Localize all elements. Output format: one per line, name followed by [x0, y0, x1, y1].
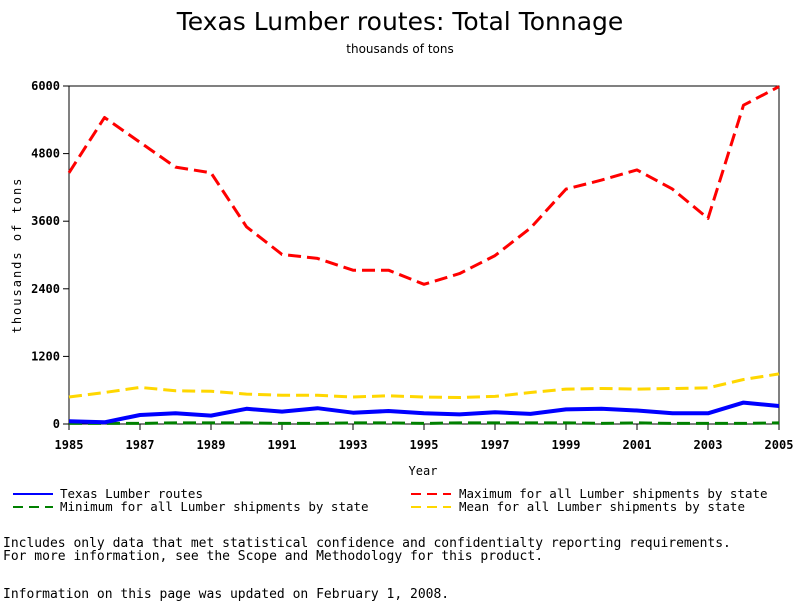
- x-tick-label: 1991: [268, 438, 297, 452]
- x-tick-label: 2001: [623, 438, 652, 452]
- chart-subtitle: thousands of tons: [346, 42, 453, 56]
- x-tick-label: 1987: [126, 438, 155, 452]
- series-line-maximum-for-all-lumber-shipments-by-state: [67, 85, 780, 286]
- legend-label: Minimum for all Lumber shipments by stat…: [60, 499, 369, 514]
- x-axis-label: Year: [409, 464, 438, 478]
- y-tick-label: 3600: [31, 214, 60, 228]
- legend-label: Maximum for all Lumber shipments by stat…: [459, 486, 768, 501]
- x-tick-label: 1995: [410, 438, 439, 452]
- x-tick-label: 1989: [197, 438, 226, 452]
- chart-title: Texas Lumber routes: Total Tonnage: [176, 7, 624, 36]
- footnote-confidence: Includes only data that met statistical …: [3, 536, 731, 551]
- x-tick-label: 1993: [339, 438, 368, 452]
- plot-area: 1985 1987 1989 1991 1993 1995 1997 1999 2001 2003…: [31, 79, 793, 452]
- plot-frame: [68, 85, 780, 425]
- y-tick-label: 2400: [31, 282, 60, 296]
- series-line-texas-lumber-routes: [68, 400, 780, 425]
- y-tick-label: 0: [53, 417, 60, 431]
- footnote-updated: Information on this page was updated on …: [3, 587, 450, 602]
- x-tick-label: 1997: [481, 438, 510, 452]
- series-line-mean-for-all-lumber-shipments-by-state: [68, 372, 780, 399]
- legend-label: Texas Lumber routes: [60, 486, 203, 501]
- footnote-methodology: For more information, see the Scope and …: [3, 549, 544, 564]
- y-tick-label: 6000: [31, 79, 60, 93]
- x-tick-label: 2003: [694, 438, 723, 452]
- y-tick-label: 4800: [31, 147, 60, 161]
- x-tick-label: 1999: [552, 438, 581, 452]
- y-tick-label: 1200: [31, 349, 60, 363]
- y-axis-label: thousands of tons: [10, 177, 24, 334]
- legend-label: Mean for all Lumber shipments by state: [459, 499, 745, 514]
- legend: Texas Lumber routes Maximum for all Lumbe…: [13, 486, 768, 514]
- x-tick-label: 2005: [765, 438, 794, 452]
- series-line-minimum-for-all-lumber-shipments-by-state: [69, 421, 780, 425]
- x-tick-label: 1985: [55, 438, 84, 452]
